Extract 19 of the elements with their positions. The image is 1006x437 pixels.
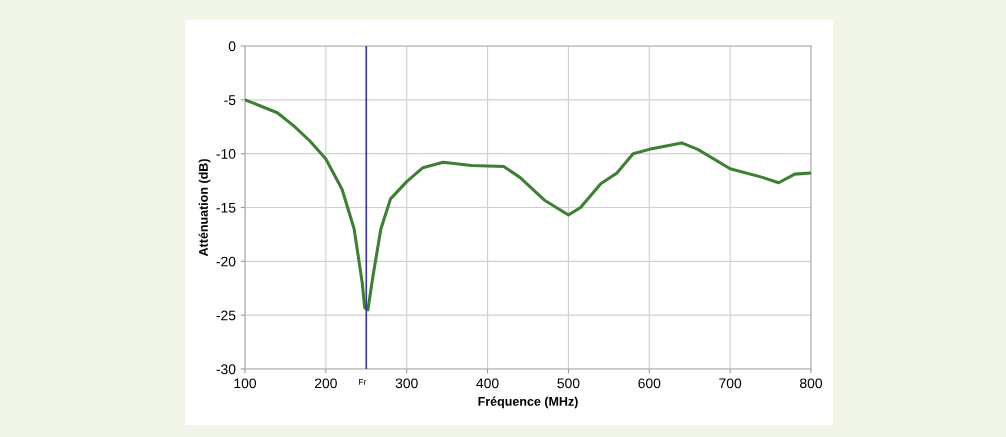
y-tick-label: -15 (216, 202, 236, 213)
x-tick-label: 500 (557, 378, 580, 389)
y-tick-label: -30 (216, 364, 236, 375)
x-tick-label: 700 (719, 378, 742, 389)
y-tick-label: -25 (216, 310, 236, 321)
x-axis-title: Fréquence (MHz) (478, 396, 578, 409)
ref-line-label: Fr (359, 379, 367, 385)
x-tick-label: 200 (314, 378, 337, 389)
x-tick-label: 300 (395, 378, 418, 389)
x-tick-label: 100 (234, 378, 257, 389)
x-tick-label: 800 (800, 378, 823, 389)
x-tick-label: 600 (638, 378, 661, 389)
y-tick-label: -5 (224, 95, 236, 105)
y-axis-title: Atténuation (dB) (198, 159, 211, 257)
y-tick-label: -10 (216, 149, 236, 159)
x-tick-label: 400 (476, 378, 499, 389)
y-tick-label: 0 (228, 41, 236, 52)
y-tick-label: -20 (216, 256, 236, 267)
line-series (245, 98, 811, 312)
